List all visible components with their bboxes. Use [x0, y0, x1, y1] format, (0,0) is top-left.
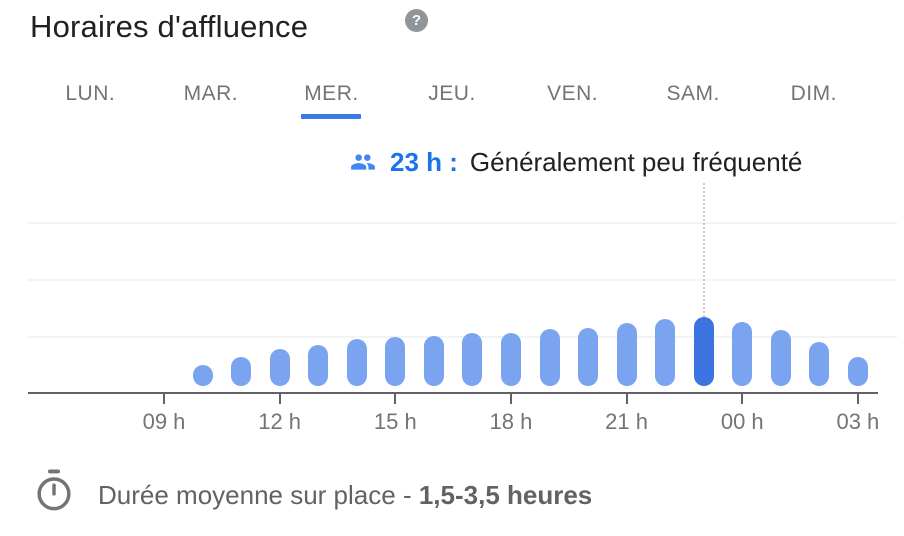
- day-tab-label: MAR.: [183, 82, 239, 105]
- tab-ven[interactable]: VEN.: [512, 82, 633, 119]
- x-axis-tick: [509, 394, 512, 404]
- hour-bar[interactable]: [847, 357, 868, 386]
- hour-bar[interactable]: [732, 322, 753, 386]
- day-tab-label: JEU.: [428, 82, 476, 105]
- busyness-description: Généralement peu fréquenté: [469, 146, 803, 177]
- x-axis-label: 18 h: [489, 409, 533, 434]
- tab-dim[interactable]: DIM.: [753, 82, 874, 119]
- hour-bar[interactable]: [578, 328, 599, 386]
- day-tab-label: SAM.: [666, 82, 720, 105]
- hour-bar[interactable]: [385, 337, 406, 386]
- hour-bar[interactable]: [423, 336, 444, 386]
- help-icon-glyph: ?: [411, 12, 422, 29]
- tab-sam[interactable]: SAM.: [633, 82, 754, 119]
- hour-bar[interactable]: [192, 365, 213, 386]
- busyness-hour: 23 h :: [390, 146, 458, 177]
- tab-mar[interactable]: MAR.: [151, 82, 272, 119]
- day-tab-label: LUN.: [65, 82, 116, 105]
- hour-bar[interactable]: [231, 357, 252, 386]
- duration-value: 1,5-3,5 heures: [418, 480, 593, 510]
- tab-mer[interactable]: MER.: [271, 82, 392, 119]
- tab-lun[interactable]: LUN.: [30, 82, 151, 119]
- hour-bar[interactable]: [655, 319, 676, 386]
- people-icon: [351, 154, 375, 170]
- x-axis-tick: [625, 394, 628, 404]
- day-tab-label: MER.: [304, 82, 359, 105]
- day-tab-label: DIM.: [790, 82, 837, 105]
- hour-bar[interactable]: [539, 329, 560, 386]
- page-title: Horaires d'affluence: [30, 9, 309, 44]
- x-axis-tick: [163, 394, 165, 404]
- x-axis-tick: [278, 394, 281, 404]
- x-axis-tick: [741, 394, 744, 404]
- hour-bar-selected[interactable]: [693, 317, 714, 386]
- day-tabs: LUN. MAR. MER. JEU. VEN. SAM. DIM.: [30, 82, 874, 119]
- x-axis-tick: [394, 394, 397, 404]
- hour-bar[interactable]: [308, 345, 329, 386]
- stopwatch-icon: [37, 469, 71, 511]
- hour-bar[interactable]: [462, 333, 483, 386]
- hour-bar[interactable]: [269, 349, 290, 386]
- x-axis-line: [28, 392, 878, 394]
- hour-bar[interactable]: [616, 323, 637, 386]
- help-icon[interactable]: ?: [405, 9, 428, 32]
- duration-label: Durée moyenne sur place -: [98, 480, 419, 510]
- highlight-guide-line: [702, 183, 705, 317]
- day-tab-label: VEN.: [547, 82, 599, 105]
- average-duration: Durée moyenne sur place - 1,5-3,5 heures: [98, 479, 592, 511]
- hour-bar[interactable]: [809, 342, 830, 386]
- hour-bar[interactable]: [770, 330, 791, 386]
- tab-jeu[interactable]: JEU.: [392, 82, 513, 119]
- x-axis-label: 21 h: [605, 409, 648, 434]
- x-axis-tick: [856, 394, 859, 404]
- x-axis-label: 00 h: [720, 409, 764, 434]
- gridline: [28, 279, 897, 281]
- popular-times-chart: 09 h 12 h 15 h 18 h 21 h 00 h 03 h: [28, 183, 897, 434]
- hour-bar[interactable]: [500, 333, 521, 386]
- gridline: [28, 222, 897, 224]
- x-axis-label: 03 h: [836, 409, 880, 434]
- x-axis-label: 09 h: [142, 409, 186, 434]
- x-axis-label: 15 h: [373, 409, 417, 434]
- busyness-status: 23 h : Généralement peu fréquenté: [348, 146, 802, 178]
- x-axis-label: 12 h: [258, 409, 302, 434]
- selected-tab-underline: [301, 114, 362, 119]
- hour-bar[interactable]: [346, 339, 367, 386]
